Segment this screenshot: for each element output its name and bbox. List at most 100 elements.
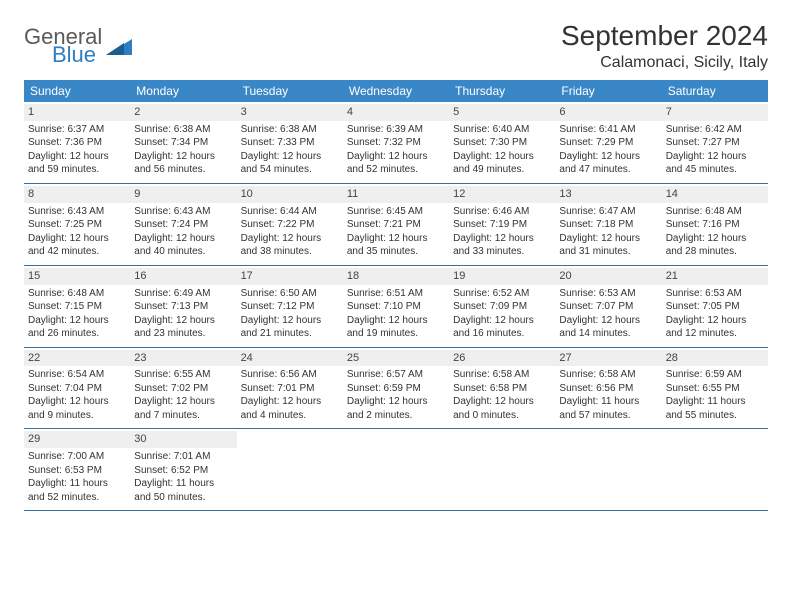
daylight-text: Daylight: 12 hours xyxy=(666,150,764,164)
calendar-week: 1Sunrise: 6:37 AMSunset: 7:36 PMDaylight… xyxy=(24,102,768,184)
daylight-text: Daylight: 12 hours xyxy=(134,314,232,328)
day-header-sat: Saturday xyxy=(662,80,768,102)
calendar-day-header: Sunday Monday Tuesday Wednesday Thursday… xyxy=(24,80,768,102)
day-number: 22 xyxy=(24,350,130,367)
daylight-text: Daylight: 12 hours xyxy=(241,314,339,328)
day-number: 18 xyxy=(343,268,449,285)
day-header-sun: Sunday xyxy=(24,80,130,102)
sunrise-text: Sunrise: 6:52 AM xyxy=(453,287,551,301)
sunrise-text: Sunrise: 6:58 AM xyxy=(453,368,551,382)
sunrise-text: Sunrise: 7:00 AM xyxy=(28,450,126,464)
calendar-day: 24Sunrise: 6:56 AMSunset: 7:01 PMDayligh… xyxy=(237,348,343,429)
sunset-text: Sunset: 7:04 PM xyxy=(28,382,126,396)
sunset-text: Sunset: 6:53 PM xyxy=(28,464,126,478)
daylight-text: Daylight: 12 hours xyxy=(241,395,339,409)
sunrise-text: Sunrise: 6:59 AM xyxy=(666,368,764,382)
sunset-text: Sunset: 7:01 PM xyxy=(241,382,339,396)
day-number: 6 xyxy=(555,104,661,121)
calendar-week: 29Sunrise: 7:00 AMSunset: 6:53 PMDayligh… xyxy=(24,429,768,511)
sunset-text: Sunset: 7:19 PM xyxy=(453,218,551,232)
calendar-day: 13Sunrise: 6:47 AMSunset: 7:18 PMDayligh… xyxy=(555,184,661,265)
daylight-text: Daylight: 12 hours xyxy=(347,395,445,409)
daylight-text: and 33 minutes. xyxy=(453,245,551,259)
sunset-text: Sunset: 7:16 PM xyxy=(666,218,764,232)
calendar-day: 20Sunrise: 6:53 AMSunset: 7:07 PMDayligh… xyxy=(555,266,661,347)
calendar-day: 10Sunrise: 6:44 AMSunset: 7:22 PMDayligh… xyxy=(237,184,343,265)
daylight-text: Daylight: 12 hours xyxy=(134,395,232,409)
sunrise-text: Sunrise: 6:40 AM xyxy=(453,123,551,137)
calendar-day: 18Sunrise: 6:51 AMSunset: 7:10 PMDayligh… xyxy=(343,266,449,347)
day-number: 21 xyxy=(662,268,768,285)
calendar-day: 28Sunrise: 6:59 AMSunset: 6:55 PMDayligh… xyxy=(662,348,768,429)
sunset-text: Sunset: 7:09 PM xyxy=(453,300,551,314)
daylight-text: Daylight: 11 hours xyxy=(666,395,764,409)
daylight-text: and 0 minutes. xyxy=(453,409,551,423)
calendar: Sunday Monday Tuesday Wednesday Thursday… xyxy=(24,80,768,511)
sunrise-text: Sunrise: 6:55 AM xyxy=(134,368,232,382)
calendar-day: 4Sunrise: 6:39 AMSunset: 7:32 PMDaylight… xyxy=(343,102,449,183)
calendar-week: 8Sunrise: 6:43 AMSunset: 7:25 PMDaylight… xyxy=(24,184,768,266)
day-number: 1 xyxy=(24,104,130,121)
sunset-text: Sunset: 6:58 PM xyxy=(453,382,551,396)
daylight-text: Daylight: 12 hours xyxy=(241,150,339,164)
calendar-day: 16Sunrise: 6:49 AMSunset: 7:13 PMDayligh… xyxy=(130,266,236,347)
sunset-text: Sunset: 6:52 PM xyxy=(134,464,232,478)
calendar-day xyxy=(662,429,768,510)
day-number: 12 xyxy=(449,186,555,203)
sunset-text: Sunset: 7:32 PM xyxy=(347,136,445,150)
sunrise-text: Sunrise: 6:57 AM xyxy=(347,368,445,382)
calendar-day: 8Sunrise: 6:43 AMSunset: 7:25 PMDaylight… xyxy=(24,184,130,265)
sunrise-text: Sunrise: 6:43 AM xyxy=(28,205,126,219)
sunrise-text: Sunrise: 6:39 AM xyxy=(347,123,445,137)
sunset-text: Sunset: 7:21 PM xyxy=(347,218,445,232)
daylight-text: and 4 minutes. xyxy=(241,409,339,423)
sunset-text: Sunset: 7:25 PM xyxy=(28,218,126,232)
calendar-day: 22Sunrise: 6:54 AMSunset: 7:04 PMDayligh… xyxy=(24,348,130,429)
daylight-text: and 55 minutes. xyxy=(666,409,764,423)
logo-triangle-icon xyxy=(106,35,132,59)
sunrise-text: Sunrise: 6:38 AM xyxy=(134,123,232,137)
daylight-text: and 52 minutes. xyxy=(347,163,445,177)
daylight-text: and 16 minutes. xyxy=(453,327,551,341)
sunrise-text: Sunrise: 7:01 AM xyxy=(134,450,232,464)
daylight-text: Daylight: 12 hours xyxy=(453,150,551,164)
sunrise-text: Sunrise: 6:51 AM xyxy=(347,287,445,301)
sunset-text: Sunset: 7:18 PM xyxy=(559,218,657,232)
daylight-text: Daylight: 12 hours xyxy=(559,314,657,328)
calendar-day: 26Sunrise: 6:58 AMSunset: 6:58 PMDayligh… xyxy=(449,348,555,429)
calendar-week: 22Sunrise: 6:54 AMSunset: 7:04 PMDayligh… xyxy=(24,348,768,430)
daylight-text: Daylight: 12 hours xyxy=(559,150,657,164)
sunrise-text: Sunrise: 6:58 AM xyxy=(559,368,657,382)
daylight-text: and 49 minutes. xyxy=(453,163,551,177)
calendar-day: 7Sunrise: 6:42 AMSunset: 7:27 PMDaylight… xyxy=(662,102,768,183)
daylight-text: and 50 minutes. xyxy=(134,491,232,505)
sunrise-text: Sunrise: 6:42 AM xyxy=(666,123,764,137)
daylight-text: and 23 minutes. xyxy=(134,327,232,341)
location: Calamonaci, Sicily, Italy xyxy=(561,54,768,72)
calendar-week: 15Sunrise: 6:48 AMSunset: 7:15 PMDayligh… xyxy=(24,266,768,348)
day-header-fri: Friday xyxy=(555,80,661,102)
day-number: 16 xyxy=(130,268,236,285)
daylight-text: and 26 minutes. xyxy=(28,327,126,341)
sunrise-text: Sunrise: 6:56 AM xyxy=(241,368,339,382)
sunrise-text: Sunrise: 6:48 AM xyxy=(28,287,126,301)
daylight-text: and 47 minutes. xyxy=(559,163,657,177)
sunset-text: Sunset: 6:59 PM xyxy=(347,382,445,396)
logo-word-2: Blue xyxy=(52,44,102,66)
daylight-text: and 56 minutes. xyxy=(134,163,232,177)
sunrise-text: Sunrise: 6:37 AM xyxy=(28,123,126,137)
logo: General Blue xyxy=(24,20,132,66)
month-title: September 2024 xyxy=(561,20,768,52)
day-number: 26 xyxy=(449,350,555,367)
daylight-text: and 54 minutes. xyxy=(241,163,339,177)
daylight-text: and 57 minutes. xyxy=(559,409,657,423)
calendar-day xyxy=(555,429,661,510)
day-number: 14 xyxy=(662,186,768,203)
day-number: 19 xyxy=(449,268,555,285)
calendar-day: 30Sunrise: 7:01 AMSunset: 6:52 PMDayligh… xyxy=(130,429,236,510)
daylight-text: and 52 minutes. xyxy=(28,491,126,505)
sunrise-text: Sunrise: 6:50 AM xyxy=(241,287,339,301)
daylight-text: Daylight: 12 hours xyxy=(241,232,339,246)
day-number: 15 xyxy=(24,268,130,285)
calendar-day: 23Sunrise: 6:55 AMSunset: 7:02 PMDayligh… xyxy=(130,348,236,429)
